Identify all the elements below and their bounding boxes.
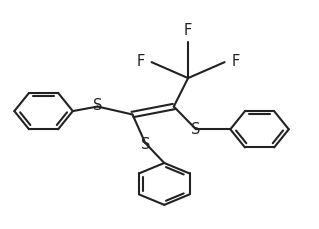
Text: F: F [232,54,240,68]
Text: F: F [184,23,192,38]
Text: S: S [93,98,102,113]
Text: S: S [141,136,150,152]
Text: F: F [136,54,145,68]
Text: S: S [191,122,201,137]
